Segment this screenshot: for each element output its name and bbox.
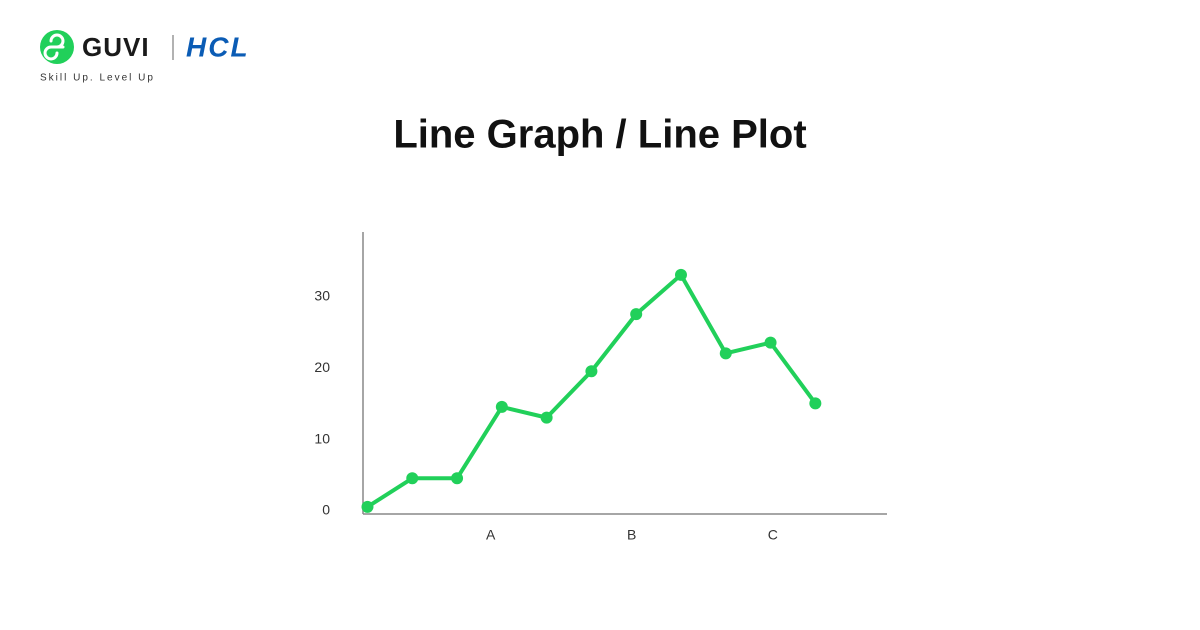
data-point (540, 411, 553, 424)
data-point (585, 365, 598, 378)
data-point (809, 397, 822, 410)
chart-title: Line Graph / Line Plot (393, 113, 806, 157)
data-point (764, 336, 777, 349)
logo: GUVI HCL Skill Up. Level Up (40, 30, 250, 84)
y-tick-label: 20 (314, 359, 330, 375)
y-tick-label: 30 (314, 288, 330, 304)
data-point (719, 347, 732, 360)
y-tick-label: 0 (322, 502, 330, 518)
data-line (366, 272, 817, 509)
x-tick-label: C (768, 527, 778, 543)
brand: GUVI (82, 32, 150, 62)
y-tick-label: 10 (314, 430, 330, 446)
data-point (630, 308, 643, 321)
data-point (495, 400, 508, 413)
data-point (406, 472, 419, 485)
data-point (674, 268, 687, 281)
x-tick-label: A (486, 527, 496, 543)
partner: HCL (186, 31, 250, 62)
data-point (451, 472, 464, 485)
x-tick-label: B (627, 527, 636, 543)
data-point (361, 500, 374, 513)
logo-glyph (43, 33, 65, 61)
tagline: Skill Up. Level Up (40, 73, 155, 84)
